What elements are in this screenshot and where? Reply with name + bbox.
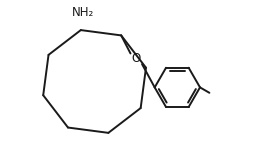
Text: O: O xyxy=(132,52,141,65)
Text: NH₂: NH₂ xyxy=(72,6,94,19)
